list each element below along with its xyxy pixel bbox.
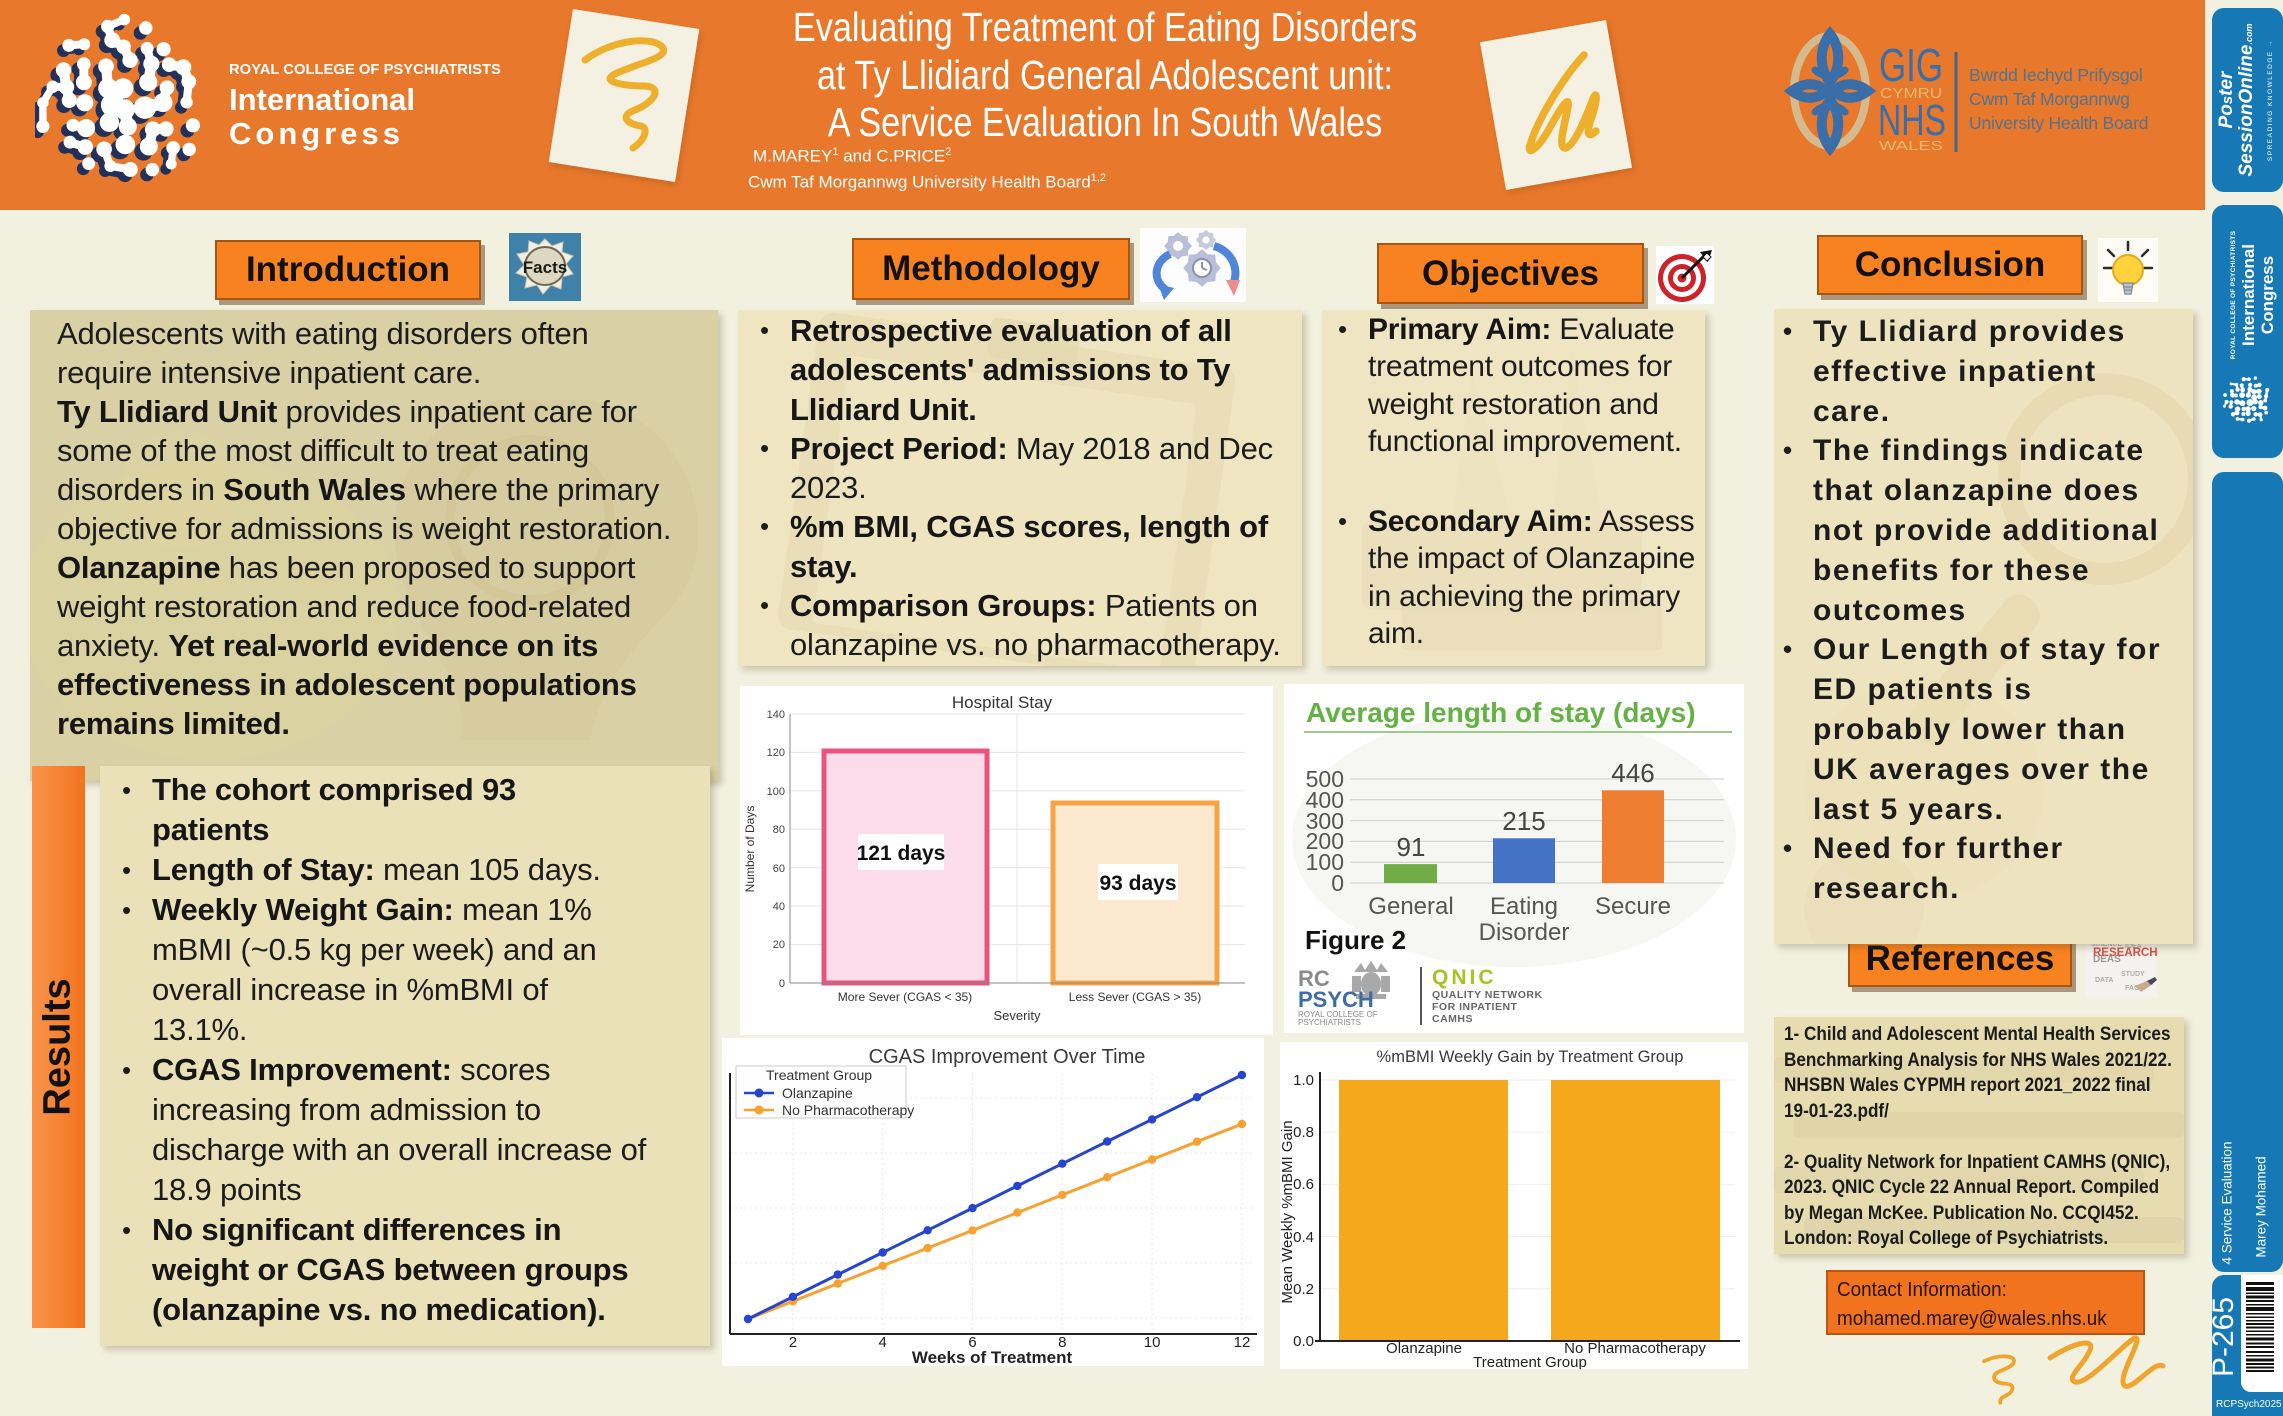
svg-text:General: General <box>1368 893 1453 920</box>
svg-text:CGAS Improvement Over Time: CGAS Improvement Over Time <box>869 1046 1146 1068</box>
svg-text:8: 8 <box>1058 1334 1066 1351</box>
svg-text:GIG: GIG <box>1879 39 1943 91</box>
svg-text:Weeks of Treatment: Weeks of Treatment <box>912 1348 1073 1366</box>
svg-text:2: 2 <box>789 1334 797 1351</box>
svg-text:0.0: 0.0 <box>1293 1333 1314 1350</box>
svg-text:Average length of stay (days): Average length of stay (days) <box>1306 697 1696 728</box>
svg-text:RESEARCH: RESEARCH <box>2093 947 2157 959</box>
svg-text:Treatment Group: Treatment Group <box>1473 1354 1587 1369</box>
svg-text:60: 60 <box>773 863 785 875</box>
svg-text:Cwm Taf Morgannwg: Cwm Taf Morgannwg <box>1969 89 2130 109</box>
svg-text:Olanzapine: Olanzapine <box>1386 1340 1462 1357</box>
svg-text:STUDY: STUDY <box>2121 971 2145 978</box>
svg-text:FACT: FACT <box>2125 985 2144 992</box>
svg-text:WALES: WALES <box>1879 138 1943 153</box>
svg-text:215: 215 <box>1502 806 1545 836</box>
svg-text:140: 140 <box>767 709 785 721</box>
svg-text:1.0: 1.0 <box>1293 1072 1314 1089</box>
svg-text:ROYAL COLLEGE OF: ROYAL COLLEGE OF <box>1298 1010 1378 1019</box>
svg-text:Disorder: Disorder <box>1479 919 1570 946</box>
svg-text:0.8: 0.8 <box>1293 1124 1314 1141</box>
svg-text:RC: RC <box>1298 966 1330 991</box>
svg-text:300: 300 <box>1306 808 1344 834</box>
svg-text:Mean Weekly %mBMI Gain: Mean Weekly %mBMI Gain <box>1280 1120 1296 1303</box>
svg-text:120: 120 <box>767 747 785 759</box>
svg-text:QUALITY NETWORK: QUALITY NETWORK <box>1432 989 1543 1001</box>
svg-text:4: 4 <box>879 1334 887 1351</box>
svg-text:University Health Board: University Health Board <box>1969 113 2148 133</box>
svg-text:Eating: Eating <box>1490 893 1558 920</box>
svg-text:IDEA: IDEA <box>2125 943 2142 950</box>
svg-text:Number of Days: Number of Days <box>743 806 757 893</box>
svg-text:12: 12 <box>1234 1334 1251 1351</box>
svg-text:CAMHS: CAMHS <box>1432 1013 1473 1025</box>
svg-text:200: 200 <box>1306 828 1344 854</box>
svg-text:DEAS: DEAS <box>2093 954 2121 965</box>
svg-text:10: 10 <box>1144 1334 1161 1351</box>
svg-text:PSYCHIATRISTS: PSYCHIATRISTS <box>1298 1018 1361 1027</box>
svg-text:DATA: DATA <box>2095 977 2113 984</box>
svg-text:91: 91 <box>1397 832 1426 862</box>
svg-text:100: 100 <box>767 786 785 798</box>
svg-text:Bwrdd Iechyd Prifysgol: Bwrdd Iechyd Prifysgol <box>1969 65 2143 85</box>
svg-text:93 days: 93 days <box>1099 872 1176 895</box>
svg-text:Olanzapine: Olanzapine <box>782 1085 853 1101</box>
svg-text:NHS: NHS <box>1878 96 1946 145</box>
svg-text:No Pharmacotherapy: No Pharmacotherapy <box>1564 1340 1706 1357</box>
svg-text:PSYCH: PSYCH <box>1298 987 1374 1012</box>
svg-text:40: 40 <box>773 901 785 913</box>
svg-text:Less Sever (CGAS > 35): Less Sever (CGAS > 35) <box>1069 990 1201 1004</box>
svg-text:446: 446 <box>1611 758 1654 788</box>
svg-text:0.2: 0.2 <box>1293 1281 1314 1298</box>
svg-text:0.6: 0.6 <box>1293 1176 1314 1193</box>
svg-text:80: 80 <box>773 824 785 836</box>
svg-text:Facts: Facts <box>523 258 567 277</box>
svg-text:FOR INPATIENT: FOR INPATIENT <box>1432 1001 1518 1013</box>
svg-text:Secure: Secure <box>1595 893 1671 920</box>
svg-text:More Sever (CGAS < 35): More Sever (CGAS < 35) <box>838 990 972 1004</box>
svg-text:0: 0 <box>1331 870 1344 896</box>
svg-text:%mBMI Weekly Gain by Treatment: %mBMI Weekly Gain by Treatment Group <box>1377 1048 1684 1066</box>
svg-text:500: 500 <box>1306 766 1344 792</box>
svg-text:CYMRU: CYMRU <box>1880 85 1942 102</box>
svg-text:No Pharmacotherapy: No Pharmacotherapy <box>782 1102 914 1118</box>
svg-text:Treatment Group: Treatment Group <box>766 1067 872 1083</box>
svg-text:0: 0 <box>779 978 785 990</box>
svg-text:Figure 2: Figure 2 <box>1305 925 1406 955</box>
svg-text:100: 100 <box>1306 849 1344 875</box>
svg-text:QNIC: QNIC <box>1432 966 1497 989</box>
svg-text:0.4: 0.4 <box>1293 1229 1314 1246</box>
svg-text:400: 400 <box>1306 787 1344 813</box>
svg-text:Severity: Severity <box>994 1008 1041 1023</box>
svg-text:Hospital Stay: Hospital Stay <box>952 693 1053 712</box>
svg-text:SCIENCE: SCIENCE <box>2091 941 2122 948</box>
svg-text:6: 6 <box>968 1334 976 1351</box>
svg-text:20: 20 <box>773 939 785 951</box>
svg-text:121 days: 121 days <box>857 842 946 865</box>
